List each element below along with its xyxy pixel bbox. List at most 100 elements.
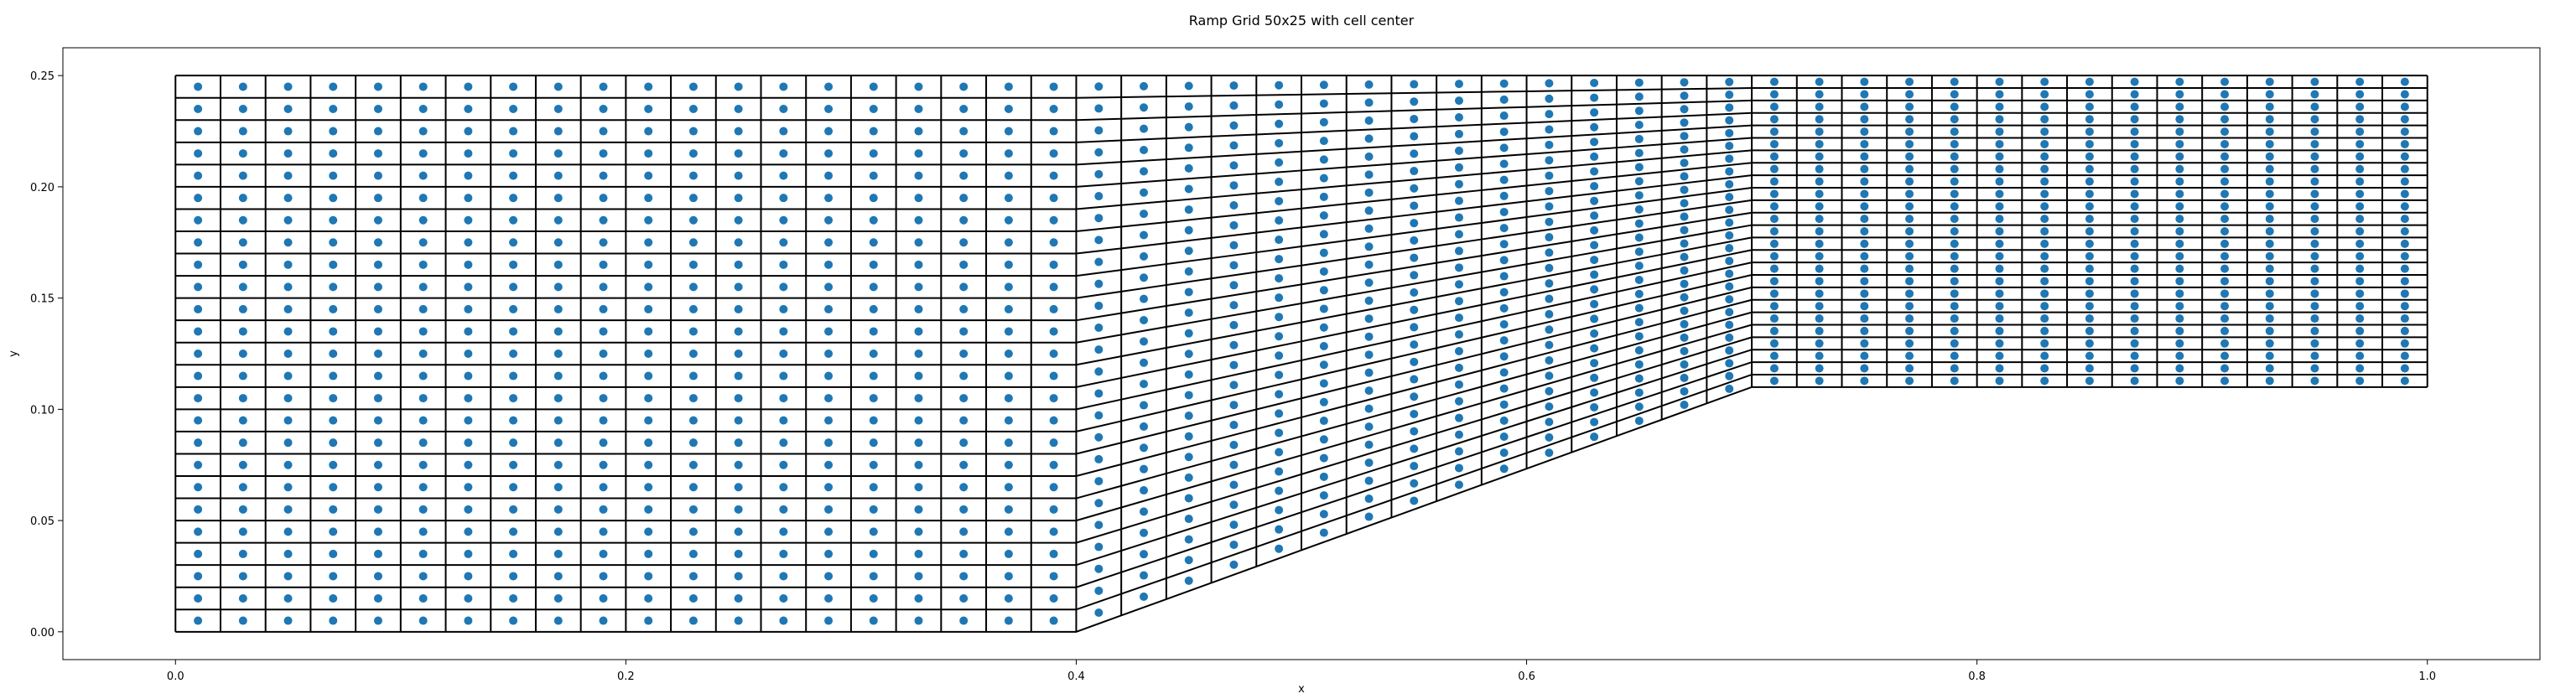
cell-center-point bbox=[2130, 139, 2139, 148]
cell-center-point bbox=[464, 194, 473, 203]
cell-center-point bbox=[553, 505, 563, 514]
cell-center-point bbox=[1995, 277, 2004, 286]
cell-center-point bbox=[1634, 360, 1644, 369]
cell-center-point bbox=[1454, 380, 1463, 389]
cell-center-point bbox=[1680, 118, 1689, 127]
cell-center-point bbox=[688, 171, 698, 180]
cell-center-point bbox=[2355, 127, 2365, 137]
mesh-horizontal-line bbox=[175, 298, 2428, 477]
cell-center-point bbox=[914, 416, 923, 425]
cell-center-point bbox=[2175, 215, 2184, 224]
cell-center-point bbox=[869, 105, 878, 113]
cell-center-point bbox=[509, 416, 518, 425]
cell-center-point bbox=[824, 171, 834, 180]
cell-center-point bbox=[329, 549, 338, 558]
cell-center-point bbox=[1319, 211, 1328, 220]
cell-center-point bbox=[1229, 261, 1239, 270]
cell-center-point bbox=[1769, 202, 1779, 211]
cell-center-point bbox=[2130, 326, 2139, 335]
cell-center-point bbox=[1860, 227, 1869, 236]
cell-center-point bbox=[1364, 476, 1374, 485]
cell-center-point bbox=[1905, 239, 1914, 248]
cell-center-point bbox=[1364, 152, 1374, 161]
cell-center-point bbox=[1815, 90, 1824, 99]
cell-center-point bbox=[644, 616, 653, 625]
cell-center-point bbox=[1094, 192, 1104, 201]
cell-center-point bbox=[1860, 339, 1869, 348]
cell-center-point bbox=[914, 438, 923, 448]
cell-center-point bbox=[1094, 257, 1104, 267]
cell-center-point bbox=[283, 327, 293, 336]
cell-center-point bbox=[1410, 97, 1419, 106]
cell-center-point bbox=[688, 394, 698, 403]
cell-center-point bbox=[1769, 177, 1779, 186]
cell-center-point bbox=[1004, 127, 1013, 136]
cell-center-point bbox=[2040, 289, 2049, 298]
cell-center-point bbox=[2130, 351, 2139, 360]
cell-center-point bbox=[1275, 448, 1284, 457]
cell-center-point bbox=[1950, 351, 1959, 360]
cell-center-point bbox=[329, 505, 338, 514]
cell-center-point bbox=[238, 505, 247, 514]
cell-center-point bbox=[914, 149, 923, 158]
cell-center-point bbox=[1140, 251, 1149, 261]
cell-center-point bbox=[194, 350, 203, 358]
cell-center-point bbox=[283, 527, 293, 536]
cell-center-point bbox=[1860, 326, 1869, 335]
y-tick-label: 0.15 bbox=[30, 293, 55, 306]
cell-center-point bbox=[2220, 339, 2230, 348]
cell-center-point bbox=[599, 149, 608, 158]
cell-center-point bbox=[1634, 78, 1644, 87]
cell-center-point bbox=[644, 127, 653, 136]
cell-center-point bbox=[1004, 549, 1013, 558]
cell-center-point bbox=[1499, 111, 1509, 121]
cell-center-point bbox=[1590, 167, 1599, 176]
cell-center-point bbox=[1860, 314, 1869, 324]
cell-center-point bbox=[1725, 128, 1734, 137]
cell-center-point bbox=[509, 149, 518, 158]
cell-center-point bbox=[2175, 152, 2184, 161]
cell-center-point bbox=[1905, 227, 1914, 236]
cell-center-point bbox=[283, 616, 293, 625]
cell-center-point bbox=[1140, 380, 1149, 389]
cell-center-point bbox=[1950, 376, 1959, 386]
cell-center-point bbox=[464, 416, 473, 425]
cell-center-point bbox=[914, 127, 923, 136]
cell-center-point bbox=[1004, 527, 1013, 536]
cell-center-point bbox=[2310, 152, 2319, 161]
cell-center-point bbox=[1905, 164, 1914, 173]
cell-center-point bbox=[1995, 239, 2004, 248]
mesh-horizontal-line bbox=[175, 373, 2428, 611]
cell-center-point bbox=[1905, 302, 1914, 311]
cell-center-point bbox=[1725, 142, 1734, 151]
cell-center-point bbox=[688, 282, 698, 292]
cell-center-point bbox=[194, 149, 203, 158]
cell-center-point bbox=[418, 527, 428, 536]
cell-center-point bbox=[1004, 371, 1013, 381]
cell-center-point bbox=[1725, 282, 1734, 291]
cell-center-point bbox=[1364, 80, 1374, 89]
cell-center-point bbox=[1049, 572, 1058, 581]
cell-center-point bbox=[1094, 104, 1104, 113]
cell-center-point bbox=[1049, 483, 1058, 492]
cell-center-point bbox=[1049, 438, 1058, 448]
cell-center-point bbox=[1634, 134, 1644, 143]
cell-center-point bbox=[1950, 326, 1959, 335]
cell-center-point bbox=[1094, 520, 1104, 530]
cell-center-point bbox=[824, 82, 834, 91]
cell-center-point bbox=[1454, 447, 1463, 456]
cell-center-point bbox=[464, 394, 473, 403]
cell-center-point bbox=[373, 572, 382, 581]
cell-center-point bbox=[1860, 251, 1869, 261]
cell-center-point bbox=[1725, 320, 1734, 329]
cell-center-point bbox=[2085, 227, 2094, 236]
cell-center-point bbox=[779, 394, 788, 403]
cell-center-point bbox=[509, 438, 518, 448]
cell-center-point bbox=[1995, 152, 2004, 161]
cell-center-point bbox=[1364, 332, 1374, 341]
cell-center-point bbox=[2040, 202, 2049, 211]
cell-center-point bbox=[2310, 139, 2319, 148]
cell-center-point bbox=[373, 105, 382, 113]
cell-center-point bbox=[2400, 264, 2409, 273]
cell-center-point bbox=[509, 616, 518, 625]
